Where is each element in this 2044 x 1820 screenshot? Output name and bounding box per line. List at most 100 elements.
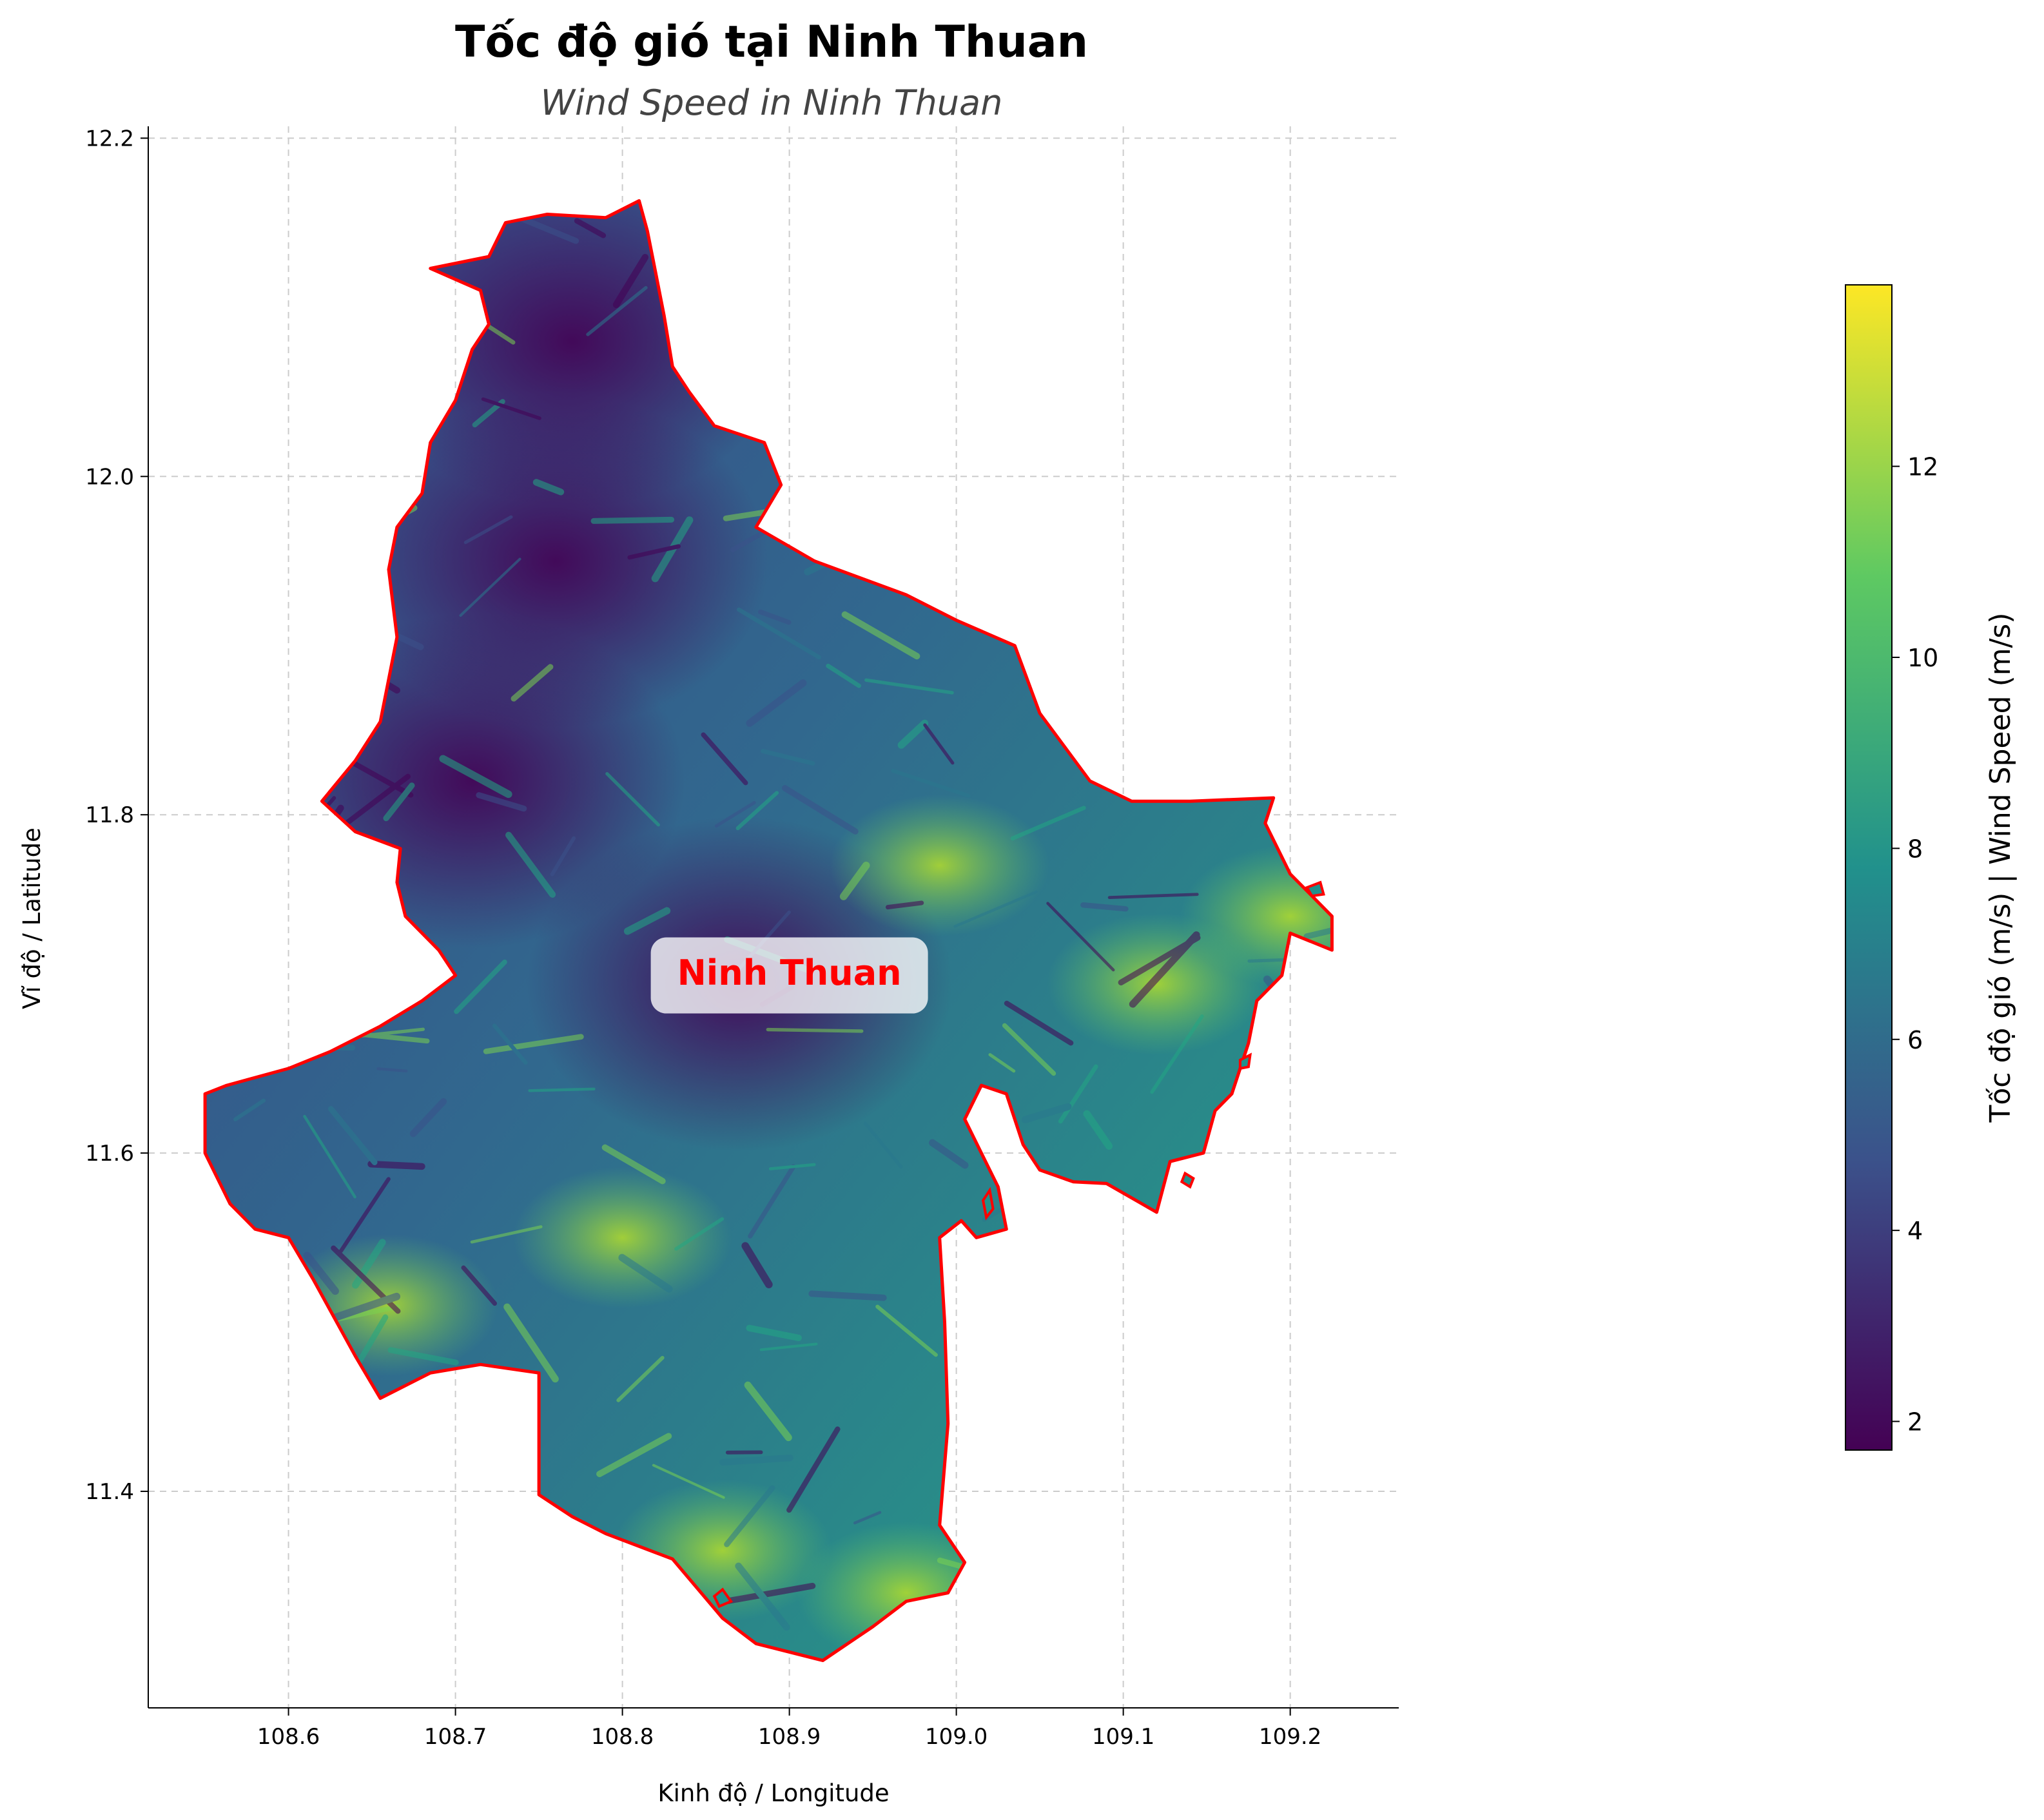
terrain-streak [812, 1293, 884, 1297]
terrain-streak [962, 1290, 1022, 1344]
x-axis-label: Kinh độ / Longitude [657, 1779, 889, 1807]
terrain-streak [1064, 1323, 1125, 1330]
terrain-streak [311, 1451, 350, 1464]
terrain-streak [1079, 663, 1112, 696]
terrain-streak [347, 446, 397, 510]
terrain-streak [1144, 1607, 1223, 1631]
terrain-streak [315, 204, 347, 224]
terrain-streak [298, 219, 346, 290]
terrain-streak [213, 1335, 264, 1359]
x-tick-label: 109.1 [1092, 1724, 1154, 1750]
terrain-streak [224, 493, 250, 530]
terrain-streak [948, 502, 1043, 508]
terrain-streak [1256, 353, 1327, 380]
colorbar-tick-label: 2 [1907, 1408, 1923, 1437]
terrain-streak [1095, 1531, 1120, 1550]
terrain-streak [349, 199, 405, 254]
chart-subtitle: Wind Speed in Ninh Thuan [541, 82, 1003, 123]
terrain-streak [868, 370, 922, 398]
terrain-streak [716, 307, 745, 313]
terrain-streak [203, 1292, 254, 1319]
terrain-streak [1329, 720, 1379, 778]
terrain-streak [723, 1458, 790, 1462]
terrain-streak [322, 621, 352, 628]
terrain-streak [247, 273, 340, 276]
terrain-streak [1202, 1472, 1278, 1479]
terrain-streak [1321, 236, 1374, 302]
terrain-streak [253, 722, 284, 773]
terrain-streak [193, 846, 223, 896]
colorbar-gradient [1845, 285, 1892, 1450]
terrain-streak [1233, 551, 1254, 569]
terrain-streak [854, 497, 918, 519]
y-tick-label: 12.0 [85, 464, 134, 490]
terrain-streak [378, 374, 420, 400]
colorbar-tick-label: 12 [1907, 453, 1938, 481]
terrain-streak [284, 1459, 351, 1471]
terrain-streak [289, 266, 325, 281]
terrain-streak [917, 267, 955, 307]
y-tick-label: 12.2 [85, 126, 134, 151]
terrain-streak [1295, 626, 1378, 657]
terrain-streak [1110, 1221, 1154, 1229]
terrain-streak [873, 233, 924, 271]
terrain-streak [338, 1527, 391, 1559]
terrain-streak [371, 1164, 422, 1167]
terrain-streak [594, 519, 672, 521]
terrain-streak [1318, 370, 1370, 411]
colorbar-ticks: 2 4 6 8 10 12 [1892, 453, 1938, 1437]
terrain-streak [1091, 1314, 1125, 1322]
terrain-streak [1122, 378, 1147, 400]
terrain-streak [851, 414, 928, 450]
terrain-streak [1238, 305, 1283, 334]
x-tick-label: 108.6 [257, 1724, 320, 1750]
terrain-streak [1024, 1465, 1089, 1474]
terrain-streak [1001, 1290, 1079, 1330]
terrain-streak [915, 518, 960, 554]
terrain-streak [220, 1402, 261, 1427]
terrain-streak [1267, 979, 1307, 1031]
terrain-streak [304, 1047, 353, 1048]
terrain-streak [1071, 672, 1140, 687]
x-tick-label: 108.9 [758, 1724, 821, 1750]
terrain-streak [1105, 616, 1162, 689]
terrain-streak [889, 415, 931, 464]
terrain-streak [1191, 1339, 1209, 1366]
terrain-streak [316, 231, 388, 274]
terrain-streak [387, 185, 431, 258]
colorbar-tick-label: 10 [1907, 644, 1938, 672]
terrain-streak [1076, 487, 1122, 508]
y-tick-label: 11.4 [85, 1479, 134, 1505]
terrain-streak [730, 387, 786, 411]
terrain-streak [1267, 1141, 1309, 1208]
terrain-streak [337, 1420, 415, 1457]
terrain-streak [320, 482, 395, 509]
terrain-streak [292, 390, 344, 420]
region-label-text: Ninh Thuan [677, 953, 902, 993]
low-wind-zone-3 [360, 173, 785, 508]
x-tick-label: 109.2 [1259, 1724, 1321, 1750]
terrain-streak [1018, 1576, 1053, 1630]
terrain-streak [297, 677, 320, 699]
terrain-streak [1317, 1467, 1350, 1493]
terrain-streak [995, 377, 1082, 378]
chart-title: Tốc độ gió tại Ninh Thuan [455, 17, 1088, 68]
terrain-streak [1098, 1199, 1134, 1217]
region-label: Ninh Thuan [651, 938, 928, 1014]
terrain-streak [1309, 1059, 1356, 1076]
terrain-streak [367, 425, 402, 442]
terrain-streak [355, 415, 389, 421]
terrain-streak [1141, 465, 1167, 482]
terrain-streak [768, 1030, 862, 1031]
terrain-streak [1296, 165, 1340, 183]
terrain-streak [410, 1438, 473, 1440]
terrain-streak [318, 392, 346, 412]
terrain-streak [1260, 1587, 1289, 1603]
terrain-streak [1272, 665, 1318, 744]
terrain-streak [677, 362, 723, 364]
colorbar-tick-label: 4 [1907, 1217, 1923, 1245]
terrain-streak [1068, 1539, 1110, 1579]
terrain-streak [282, 310, 305, 341]
terrain-streak [296, 629, 349, 649]
terrain-streak [1224, 664, 1261, 686]
